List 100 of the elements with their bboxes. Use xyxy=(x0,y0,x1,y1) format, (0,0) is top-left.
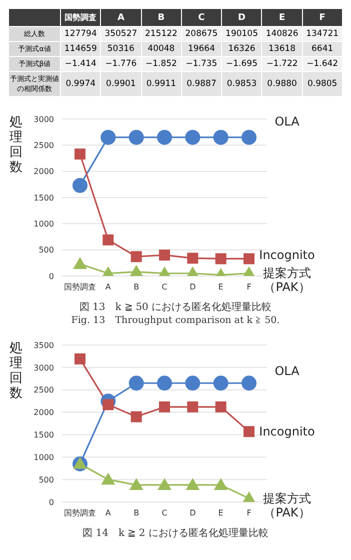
text: 0.9853 xyxy=(226,79,257,89)
text: −1.695 xyxy=(226,59,258,69)
text: 190105 xyxy=(226,29,258,39)
text: 19664 xyxy=(188,44,215,54)
y-axis-title: 処理回数 xyxy=(8,341,24,401)
x-tick-label: E xyxy=(218,508,224,518)
text: 図 14 k ≧ 2 における匿名化処理量比較 xyxy=(82,526,270,540)
text: Fig. 13 Throughput comparison at k ≧ 50. xyxy=(70,314,281,327)
text: 134721 xyxy=(306,29,339,39)
y-tick-label: 3500 xyxy=(34,340,54,350)
point xyxy=(185,130,200,145)
x-tick-label: D xyxy=(190,282,196,292)
text: 6641 xyxy=(312,44,334,54)
point xyxy=(72,178,88,193)
y-tick-label: 0 xyxy=(48,498,54,507)
x-tick-label: 国勢調査 xyxy=(64,508,96,518)
text: −1.642 xyxy=(306,59,338,69)
point xyxy=(101,472,116,485)
point xyxy=(213,130,228,145)
x-tick-label: 国勢調査 xyxy=(64,282,96,292)
text: 40048 xyxy=(148,44,175,54)
text: −1.852 xyxy=(145,59,177,69)
text: 13618 xyxy=(268,44,296,54)
series-label: Incognito xyxy=(259,424,315,439)
y-tick-label: 0 xyxy=(48,272,54,281)
point xyxy=(244,426,254,438)
category-label: F xyxy=(302,8,342,26)
text: 215122 xyxy=(144,29,178,39)
series-label: OLA xyxy=(274,114,300,129)
y-tick-label: 2000 xyxy=(34,408,54,418)
y-tick-label: 1500 xyxy=(34,193,54,202)
point xyxy=(213,376,228,391)
point xyxy=(130,411,142,422)
text: 127794 xyxy=(64,29,97,39)
text: 50316 xyxy=(107,44,134,54)
y-tick-label: 1000 xyxy=(34,452,54,462)
x-tick-label: B xyxy=(134,282,140,292)
x-tick-label: B xyxy=(134,508,140,518)
point xyxy=(129,264,144,276)
x-tick-label: A xyxy=(105,282,112,292)
point xyxy=(74,353,86,364)
x-tick-label: C xyxy=(162,508,168,518)
point xyxy=(159,401,170,412)
text: 0.9974 xyxy=(66,79,96,89)
x-tick-label: F xyxy=(246,508,252,518)
y-tick-label: 1000 xyxy=(34,220,54,229)
y-tick-label: 500 xyxy=(38,475,54,484)
text: 350527 xyxy=(104,29,138,39)
point xyxy=(102,234,114,246)
x-tick-label: C xyxy=(162,282,168,292)
text: −1.414 xyxy=(64,59,96,69)
text: 0.9901 xyxy=(106,79,136,89)
category-label: B xyxy=(141,8,182,26)
x-tick-label: A xyxy=(105,508,112,518)
point xyxy=(129,478,144,490)
category-label: 国勢調査 xyxy=(60,8,101,26)
series-label: OLA xyxy=(274,364,300,378)
y-tick-label: 3000 xyxy=(34,363,54,372)
point xyxy=(186,478,200,490)
category-label: E xyxy=(262,8,302,26)
text: −1.735 xyxy=(186,59,218,69)
series-label: Incognito xyxy=(259,248,315,262)
point xyxy=(100,130,116,145)
point xyxy=(214,478,228,490)
text: 図 13 k ≧ 50 における匿名化処理量比較 xyxy=(78,300,273,314)
y-tick-label: 500 xyxy=(38,246,54,255)
text: 0.9880 xyxy=(267,79,297,89)
text: 0.9911 xyxy=(146,79,176,89)
text: 208675 xyxy=(185,29,218,39)
y-tick-label: 2500 xyxy=(34,386,54,395)
point xyxy=(244,253,254,264)
x-tick-label: D xyxy=(190,508,196,518)
point xyxy=(215,253,226,264)
text: −1.776 xyxy=(105,59,137,69)
text: 0.9887 xyxy=(186,79,216,89)
point xyxy=(158,478,172,490)
point xyxy=(215,401,226,412)
point xyxy=(157,376,172,391)
y-tick-label: 3000 xyxy=(34,114,54,124)
category-label: D xyxy=(222,8,262,26)
x-tick-label: F xyxy=(246,282,252,292)
point xyxy=(187,401,198,412)
series-label: 提案方式（PAK） xyxy=(263,266,311,294)
point xyxy=(128,130,144,145)
point xyxy=(242,376,256,391)
text: 140826 xyxy=(266,29,298,39)
y-tick-label: 1500 xyxy=(34,430,54,440)
text: 114659 xyxy=(64,44,97,54)
text: 16326 xyxy=(228,44,256,54)
point xyxy=(187,252,198,264)
point xyxy=(185,376,200,391)
series-label: 提案方式（PAK） xyxy=(263,491,311,520)
point xyxy=(74,148,86,160)
point xyxy=(159,250,170,261)
point xyxy=(157,130,172,145)
point xyxy=(242,130,256,145)
x-tick-label: E xyxy=(218,282,224,292)
text: −1.722 xyxy=(266,59,298,69)
point xyxy=(73,256,87,269)
y-axis-title: 処理回数 xyxy=(8,115,24,175)
